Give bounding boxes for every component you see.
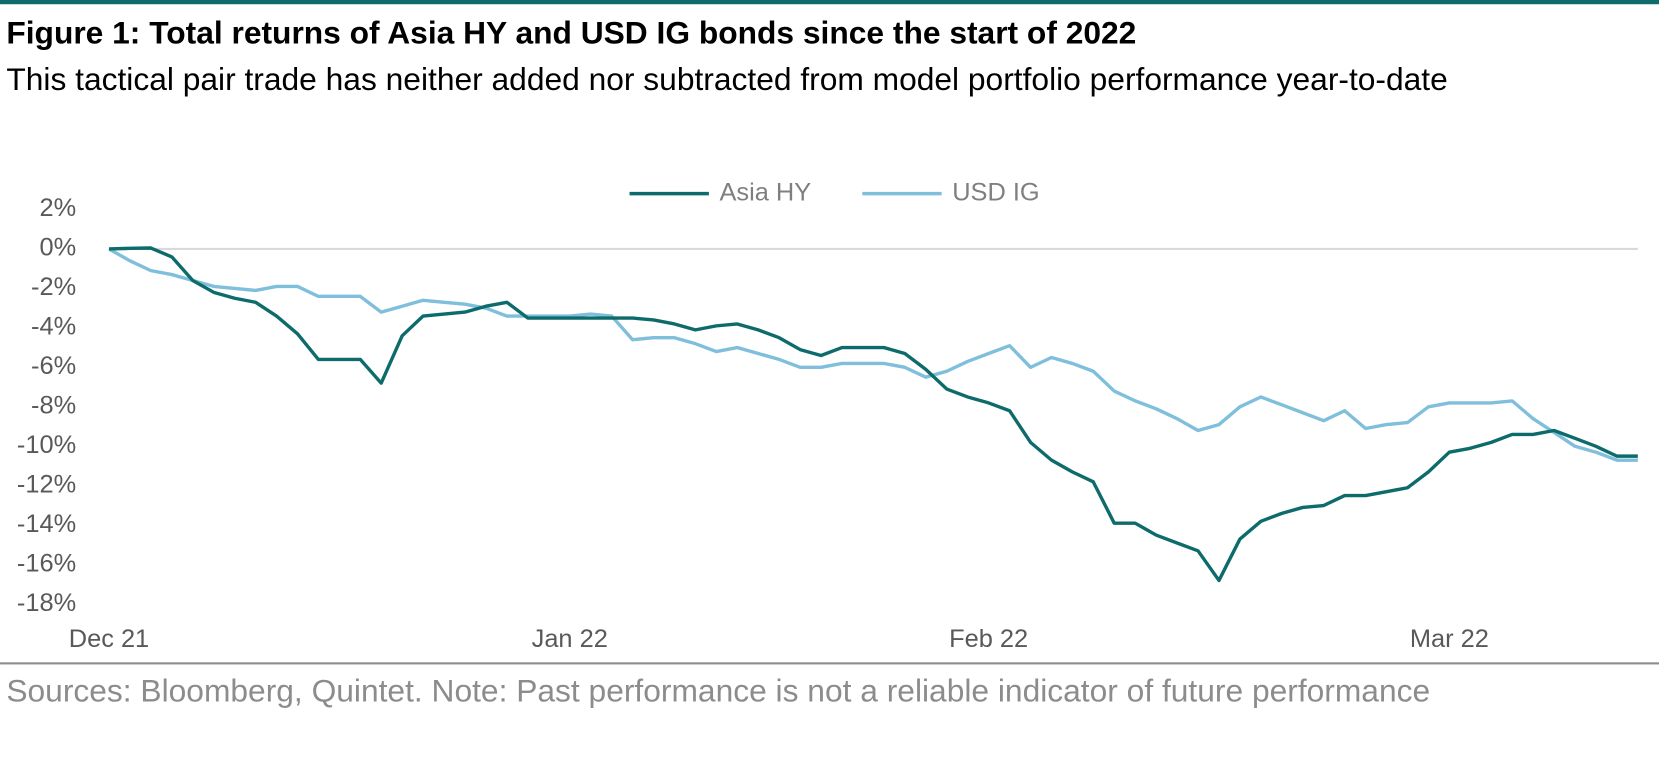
legend-label: USD IG xyxy=(952,178,1039,206)
x-tick-label: Feb 22 xyxy=(949,625,1028,653)
y-tick-label: -18% xyxy=(17,589,76,617)
chart-title: Figure 1: Total returns of Asia HY and U… xyxy=(6,15,1137,51)
y-tick-label: -12% xyxy=(17,470,76,498)
x-tick-label: Dec 21 xyxy=(69,625,149,653)
y-tick-label: -4% xyxy=(31,313,76,341)
series-line xyxy=(108,247,1638,462)
chart-subtitle: This tactical pair trade has neither add… xyxy=(6,62,1448,98)
y-tick-label: 2% xyxy=(39,194,76,222)
x-tick-label: Mar 22 xyxy=(1410,625,1489,653)
y-tick-label: -16% xyxy=(17,549,76,577)
y-tick-label: -14% xyxy=(17,510,76,538)
legend-label: Asia HY xyxy=(719,178,811,206)
y-tick-label: 0% xyxy=(39,234,76,262)
x-tick-label: Jan 22 xyxy=(532,625,608,653)
series-line xyxy=(108,246,1638,583)
y-tick-label: -2% xyxy=(31,273,76,301)
y-tick-label: -10% xyxy=(17,431,76,459)
top-rule xyxy=(0,0,1659,5)
footer-rule xyxy=(0,662,1659,665)
source-note: Sources: Bloomberg, Quintet. Note: Past … xyxy=(6,673,1431,709)
y-tick-label: -6% xyxy=(31,352,76,380)
y-tick-label: -8% xyxy=(31,392,76,420)
